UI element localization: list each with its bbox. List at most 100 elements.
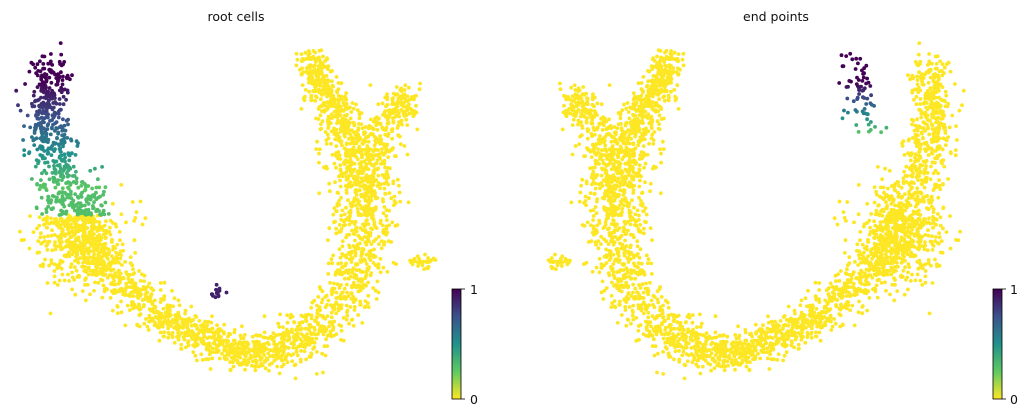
scatter-point — [84, 208, 88, 212]
scatter-point — [135, 294, 140, 299]
scatter-point — [37, 187, 42, 192]
scatter-point — [186, 317, 191, 321]
scatter-point — [346, 106, 351, 110]
scatter-point — [304, 334, 309, 339]
scatter-point — [950, 113, 955, 118]
scatter-point — [123, 323, 128, 328]
scatter-point — [187, 333, 192, 337]
scatter-point — [229, 342, 233, 347]
scatter-point — [346, 271, 351, 276]
scatter-point — [80, 223, 85, 228]
scatter-point — [397, 190, 402, 195]
scatter-point — [339, 306, 344, 311]
scatter-point — [814, 334, 819, 339]
scatter-point — [87, 195, 92, 200]
scatter-point — [40, 144, 44, 149]
scatter-point — [18, 229, 22, 234]
scatter-point — [353, 238, 357, 243]
scatter-point — [926, 88, 930, 93]
scatter-point — [901, 268, 906, 273]
scatter-point — [131, 267, 135, 272]
scatter-point — [39, 241, 44, 246]
scatter-point — [57, 97, 62, 101]
panel-title: root cells — [207, 9, 264, 24]
scatter-point — [95, 207, 100, 212]
scatter-point — [91, 249, 96, 253]
scatter-point — [34, 206, 39, 211]
scatter-point — [778, 319, 783, 323]
scatter-point — [65, 136, 70, 140]
scatter-point — [802, 314, 807, 318]
scatter-point — [344, 317, 349, 322]
scatter-point — [404, 117, 409, 122]
scatter-point — [839, 306, 843, 311]
scatter-point — [928, 177, 933, 182]
scatter-point — [358, 241, 362, 246]
scatter-point — [329, 112, 334, 117]
scatter-point — [85, 282, 90, 287]
scatter-point — [371, 175, 376, 180]
scatter-point — [55, 244, 60, 249]
scatter-point — [34, 158, 39, 163]
scatter-point — [55, 136, 59, 141]
scatter-point — [140, 222, 145, 227]
scatter-point — [49, 153, 54, 158]
scatter-point — [810, 322, 815, 327]
scatter-point — [753, 322, 758, 327]
scatter-point — [307, 89, 311, 94]
scatter-point — [27, 151, 31, 156]
scatter-point — [60, 272, 65, 277]
scatter-point — [360, 171, 365, 176]
scatter-point — [111, 247, 115, 252]
scatter-point — [173, 314, 178, 318]
scatter-point — [906, 73, 910, 78]
scatter-point — [82, 237, 86, 242]
scatter-point — [66, 117, 70, 122]
scatter-point — [52, 233, 57, 237]
scatter-point — [168, 308, 172, 313]
scatter-point — [379, 246, 384, 251]
scatter-point — [302, 349, 307, 354]
scatter-point — [111, 258, 115, 263]
scatter-point — [852, 323, 857, 328]
scatter-point — [337, 223, 342, 227]
scatter-point — [932, 85, 936, 90]
scatter-point — [89, 218, 94, 222]
scatter-point — [949, 151, 953, 156]
scatter-point — [911, 171, 915, 176]
scatter-point — [374, 136, 379, 141]
scatter-point — [138, 279, 143, 283]
scatter-point — [165, 322, 170, 327]
scatter-point — [61, 62, 65, 67]
scatter-point — [935, 105, 940, 110]
scatter-point — [339, 337, 343, 342]
scatter-point — [865, 308, 870, 313]
scatter-point — [97, 220, 102, 225]
scatter-point — [369, 194, 374, 199]
scatter-point — [854, 276, 859, 280]
scatter-point — [106, 247, 111, 252]
scatter-point — [62, 140, 67, 145]
scatter-point — [851, 270, 856, 274]
scatter-point — [277, 371, 282, 376]
scatter-point — [66, 152, 71, 157]
scatter-point — [74, 268, 79, 273]
scatter-point — [23, 82, 27, 86]
scatter-point — [246, 350, 251, 355]
scatter-point — [770, 342, 775, 347]
scatter-point — [801, 327, 805, 332]
scatter-point — [765, 346, 770, 351]
scatter-point — [318, 113, 323, 118]
scatter-point — [153, 315, 158, 319]
scatter-point — [391, 179, 396, 184]
scatter-point — [320, 109, 324, 114]
scatter-point — [761, 329, 766, 334]
scatter-point — [46, 150, 51, 155]
scatter-point — [381, 265, 386, 270]
scatter-point — [48, 59, 53, 64]
scatter-point — [389, 196, 394, 201]
scatter-point — [315, 139, 319, 144]
scatter-point — [51, 221, 56, 225]
scatter-point — [299, 72, 304, 77]
scatter-point — [92, 200, 96, 205]
